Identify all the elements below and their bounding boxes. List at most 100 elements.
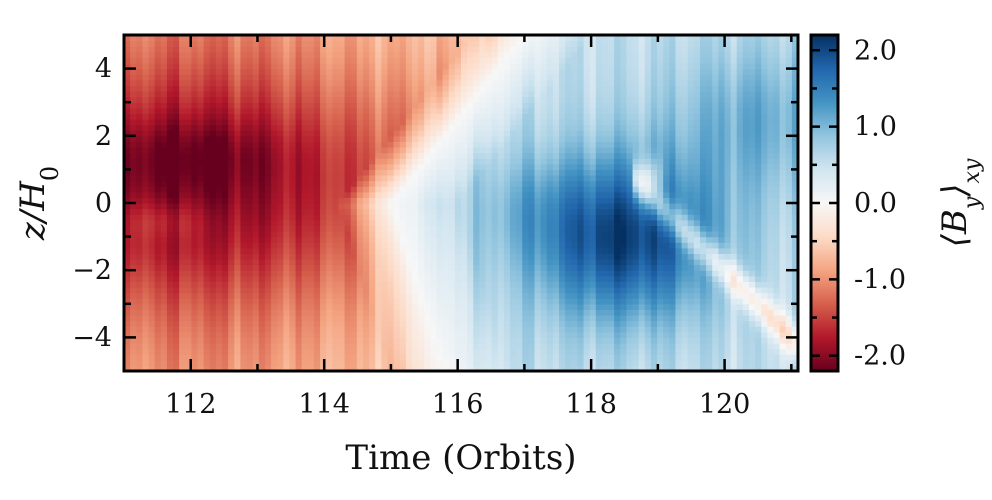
heatmap-cell	[148, 331, 156, 338]
heatmap-cell	[467, 247, 474, 254]
heatmap-cell	[124, 119, 131, 126]
heatmap-cell	[626, 107, 634, 114]
heatmap-cell	[130, 275, 137, 282]
heatmap-cell	[313, 197, 321, 204]
heatmap-cell	[369, 298, 376, 305]
heatmap-cell	[448, 247, 456, 254]
heatmap-cell	[399, 68, 407, 75]
heatmap-cell	[252, 331, 260, 338]
heatmap-cell	[522, 326, 529, 333]
heatmap-cell	[540, 85, 548, 92]
heatmap-cell	[540, 303, 548, 310]
heatmap-cell	[173, 46, 180, 53]
heatmap-cell	[614, 354, 621, 361]
heatmap-cell	[356, 147, 364, 154]
heatmap-cell	[197, 214, 205, 221]
heatmap-cell	[240, 219, 248, 226]
heatmap-cell	[136, 259, 143, 266]
heatmap-cell	[320, 208, 327, 215]
heatmap-cell	[595, 343, 603, 350]
heatmap-cell	[522, 152, 529, 159]
heatmap-cell	[375, 130, 382, 137]
heatmap-cell	[179, 169, 186, 176]
heatmap-cell	[411, 214, 419, 221]
heatmap-cell	[289, 46, 297, 53]
heatmap-cell	[191, 119, 199, 126]
heatmap-cell	[583, 253, 591, 260]
heatmap-cell	[583, 242, 591, 249]
heatmap-cell	[362, 119, 370, 126]
heatmap-cell	[454, 242, 462, 249]
heatmap-cell	[442, 74, 450, 81]
heatmap-cell	[411, 365, 419, 372]
heatmap-cell	[130, 331, 137, 338]
heatmap-cell	[595, 264, 603, 271]
heatmap-cell	[350, 281, 358, 288]
heatmap-cell	[546, 113, 554, 120]
heatmap-cell	[528, 163, 536, 170]
heatmap-cell	[320, 74, 327, 81]
heatmap-cell	[418, 219, 425, 226]
heatmap-cell	[559, 298, 566, 305]
heatmap-cell	[338, 51, 346, 58]
heatmap-cell	[614, 225, 621, 232]
heatmap-cell	[209, 236, 217, 243]
heatmap-cell	[252, 309, 260, 316]
heatmap-cell	[246, 169, 254, 176]
heatmap-cell	[222, 152, 229, 159]
heatmap-cell	[546, 186, 554, 193]
heatmap-cell	[160, 57, 168, 64]
heatmap-cell	[540, 40, 548, 47]
heatmap-cell	[160, 158, 168, 165]
heatmap-cell	[356, 163, 364, 170]
heatmap-cell	[608, 264, 615, 271]
heatmap-cell	[589, 186, 597, 193]
heatmap-cell	[136, 197, 143, 204]
heatmap-cell	[540, 169, 548, 176]
heatmap-cell	[240, 270, 248, 277]
heatmap-cell	[565, 96, 572, 103]
heatmap-cell	[264, 35, 272, 42]
heatmap-cell	[301, 85, 309, 92]
heatmap-cell	[271, 46, 278, 53]
heatmap-cell	[418, 337, 425, 344]
heatmap-cell	[350, 326, 358, 333]
heatmap-cell	[369, 119, 376, 126]
heatmap-cell	[209, 354, 217, 361]
heatmap-cell	[344, 236, 352, 243]
heatmap-cell	[620, 107, 628, 114]
heatmap-cell	[332, 169, 340, 176]
heatmap-cell	[228, 91, 235, 98]
heatmap-cell	[559, 225, 566, 232]
heatmap-cell	[338, 79, 346, 86]
heatmap-cell	[485, 186, 493, 193]
heatmap-cell	[197, 292, 205, 299]
heatmap-cell	[215, 35, 223, 42]
heatmap-cell	[473, 359, 480, 366]
heatmap-cell	[589, 135, 597, 142]
heatmap-cell	[399, 203, 407, 210]
heatmap-cell	[148, 51, 156, 58]
heatmap-cell	[405, 343, 413, 350]
heatmap-cell	[552, 51, 560, 58]
heatmap-cell	[589, 169, 597, 176]
heatmap-cell	[497, 225, 505, 232]
heatmap-cell	[454, 208, 462, 215]
heatmap-cell	[473, 315, 480, 322]
heatmap-cell	[203, 107, 211, 114]
heatmap-cell	[393, 214, 401, 221]
heatmap-cell	[222, 337, 229, 344]
heatmap-cell	[240, 197, 248, 204]
heatmap-cell	[565, 175, 572, 182]
heatmap-cell	[552, 119, 560, 126]
heatmap-cell	[528, 191, 536, 198]
heatmap-cell	[595, 303, 603, 310]
heatmap-cell	[387, 68, 395, 75]
heatmap-cell	[369, 275, 376, 282]
heatmap-cell	[479, 130, 487, 137]
heatmap-cell	[375, 169, 382, 176]
heatmap-cell	[559, 275, 566, 282]
heatmap-cell	[589, 79, 597, 86]
heatmap-cell	[589, 281, 597, 288]
heatmap-cell	[326, 247, 333, 254]
